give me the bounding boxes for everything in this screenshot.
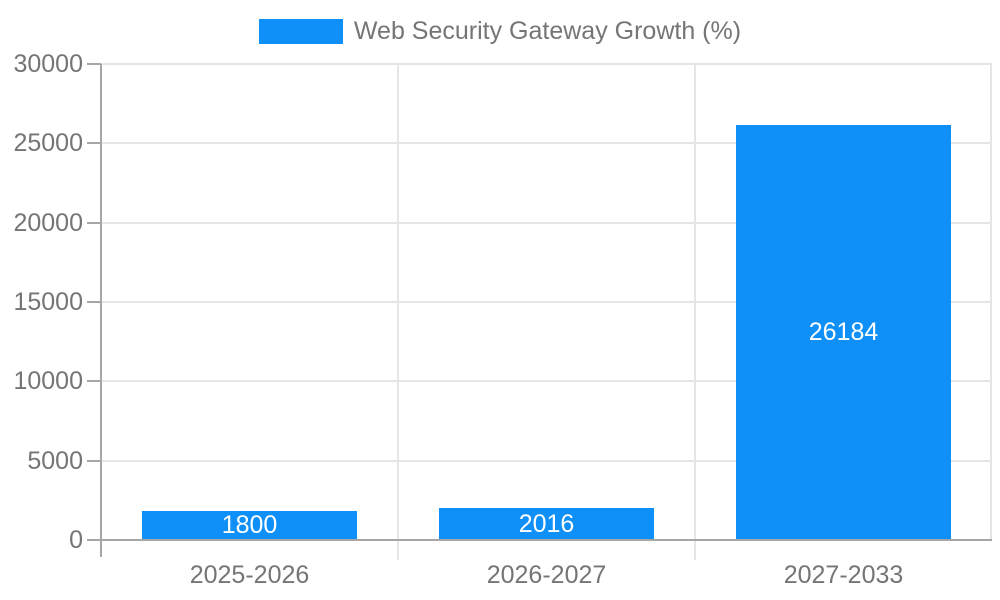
y-axis-tick xyxy=(87,460,101,462)
legend-swatch-icon xyxy=(258,19,343,44)
y-gridline xyxy=(101,460,992,462)
y-axis-tick-label: 5000 xyxy=(27,447,83,475)
y-gridline xyxy=(101,63,992,65)
y-gridline xyxy=(101,301,992,303)
y-axis-tick-label: 10000 xyxy=(13,367,83,395)
y-axis-tick xyxy=(87,63,101,65)
y-axis-tick xyxy=(87,301,101,303)
bar: 2016 xyxy=(439,508,654,540)
chart-legend: Web Security Gateway Growth (%) xyxy=(0,0,1000,63)
y-axis-tick-label: 25000 xyxy=(13,129,83,157)
y-gridline xyxy=(101,142,992,144)
x-axis-category-label: 2026-2027 xyxy=(486,561,607,589)
y-axis-tick-label: 30000 xyxy=(13,50,83,78)
x-gridline xyxy=(694,64,696,560)
y-axis-tick xyxy=(87,142,101,144)
bar: 1800 xyxy=(142,511,357,540)
y-gridline xyxy=(101,380,992,382)
bar-value-label: 1800 xyxy=(221,511,278,539)
x-axis-category-label: 2027-2033 xyxy=(783,561,904,589)
plot-right-border xyxy=(990,64,992,540)
y-axis-tick xyxy=(87,222,101,224)
x-axis-category-label: 2025-2026 xyxy=(189,561,310,589)
bar: 26184 xyxy=(736,125,951,540)
y-axis-tick-label: 20000 xyxy=(13,209,83,237)
legend-label: Web Security Gateway Growth (%) xyxy=(353,17,742,45)
x-axis-line xyxy=(87,539,992,541)
y-gridline xyxy=(101,222,992,224)
y-axis-line xyxy=(100,64,102,557)
bar-value-label: 26184 xyxy=(808,318,879,346)
y-axis-tick-label: 15000 xyxy=(13,288,83,316)
y-axis-tick-label: 0 xyxy=(69,526,83,554)
y-axis-tick xyxy=(87,380,101,382)
bar-value-label: 2016 xyxy=(518,509,575,538)
x-gridline xyxy=(397,64,399,560)
